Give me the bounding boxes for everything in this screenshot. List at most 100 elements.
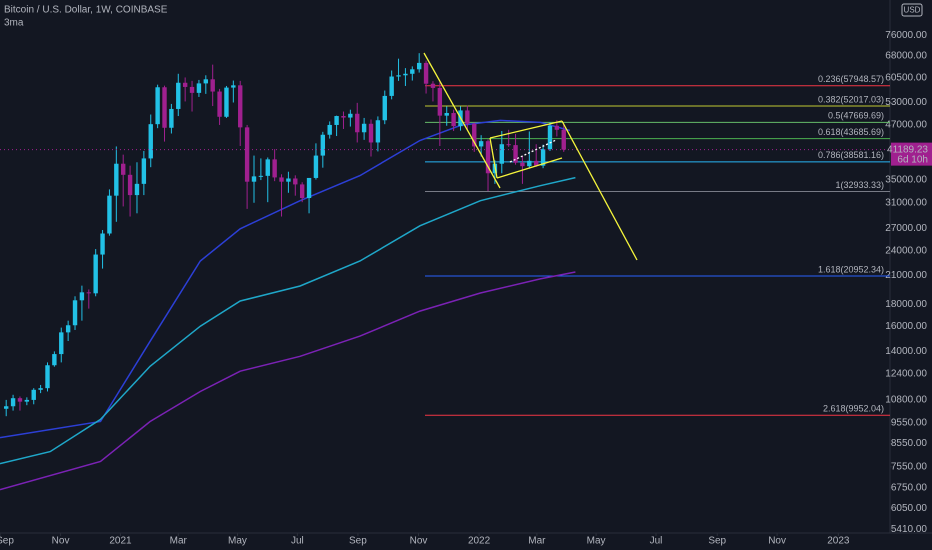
candle-body (189, 86, 195, 93)
candle-body (341, 116, 346, 118)
candle-body (251, 176, 257, 182)
channel-mid (509, 139, 557, 163)
x-tick-label: Jul (650, 536, 663, 547)
candle-body (472, 123, 477, 147)
fib-label: 0.382(52017.03) (818, 94, 884, 104)
x-tick-label: Nov (768, 536, 786, 547)
moving-average (0, 119, 571, 439)
candle-body (499, 144, 504, 164)
x-tick-label: 2023 (827, 536, 850, 547)
candle-body (203, 79, 209, 84)
candle-body (31, 389, 36, 400)
candle-body (334, 116, 339, 125)
candle-body (65, 325, 71, 333)
channel-top (489, 120, 563, 139)
candle-body (265, 159, 270, 176)
candle-body (155, 87, 160, 125)
y-tick-label: 14000.00 (885, 346, 927, 357)
moving-average (0, 176, 576, 465)
candle-body (416, 62, 422, 70)
fib-label: 0.236(57948.57) (818, 74, 884, 84)
candle-body (79, 292, 85, 301)
fib-label: 0.618(43685.69) (818, 127, 884, 137)
candle-body (320, 134, 326, 156)
marks: 76000.00 68000.00 60500.00 53000.00 47000.00… (0, 30, 927, 547)
candle-body (148, 124, 153, 159)
candle-body (410, 69, 415, 74)
y-tick-label: 24000.00 (885, 245, 927, 256)
y-tick-label: 7550.00 (891, 461, 928, 472)
channel-side (489, 137, 498, 179)
drawings (423, 52, 638, 261)
candle-body (430, 83, 436, 88)
candle-body (444, 113, 449, 116)
indicator-label: 3ma (4, 18, 24, 29)
candle-body (437, 87, 443, 116)
candle-body (169, 108, 174, 128)
candle-body (513, 145, 518, 163)
candle-body (224, 87, 229, 117)
x-tick-label: Mar (528, 536, 546, 547)
fib-label: 2.618(9952.04) (823, 404, 884, 414)
candle-body (100, 233, 105, 255)
candle-body (485, 141, 491, 174)
currency: USD (904, 6, 921, 15)
x-tick-label: Nov (52, 536, 70, 547)
candle-body (127, 174, 133, 196)
last-price-label: 41189.23 (887, 144, 928, 155)
x-tick-label: Nov (410, 536, 428, 547)
y-tick-label: 9550.00 (891, 418, 928, 429)
candle-body (423, 62, 429, 84)
x-tick-label: 2022 (468, 536, 491, 547)
y-tick-label: 68000.00 (885, 51, 927, 62)
candle-body (162, 87, 167, 128)
candle-body (478, 141, 484, 147)
x-tick-label: May (587, 536, 606, 547)
candle-body (38, 388, 43, 390)
x-tick-label: Mar (170, 536, 188, 547)
x-tick-label: Sep (708, 536, 726, 547)
candle-body (121, 163, 126, 175)
y-tick-label: 35000.00 (885, 175, 927, 186)
countdown-label: 6d 10h (897, 154, 928, 165)
candle-body (114, 163, 119, 196)
x-tick-label: 2021 (109, 536, 132, 547)
y-tick-label: 27000.00 (885, 223, 927, 234)
candle-body (141, 158, 147, 184)
candle-body (217, 91, 222, 117)
fib-label: 1(32933.33) (835, 180, 884, 190)
candle-body (506, 144, 511, 146)
x-tick-label: May (228, 536, 247, 547)
candle-body (554, 125, 560, 130)
candle-body (286, 178, 291, 182)
candle-body (547, 125, 553, 150)
candle-body (59, 332, 64, 355)
candle-body (403, 73, 408, 76)
candle-body (134, 183, 140, 196)
y-tick-label: 10800.00 (885, 395, 927, 406)
y-tick-label: 8550.00 (891, 438, 928, 449)
candle-body (313, 155, 319, 178)
y-tick-label: 31000.00 (885, 197, 927, 208)
candle-body (72, 300, 78, 326)
candle-body (93, 254, 98, 294)
candle-body (238, 85, 243, 128)
candle-body (361, 123, 367, 133)
x-tick-label: Sep (349, 536, 367, 547)
y-tick-label: 76000.00 (885, 30, 927, 41)
candle-body (348, 113, 353, 118)
trend-line (423, 52, 501, 189)
candle-body (272, 159, 277, 178)
candle-body (465, 110, 470, 124)
projection-line (561, 120, 638, 261)
channel-bottom (496, 157, 563, 179)
candle-body (3, 406, 9, 409)
moving-average (0, 271, 576, 491)
y-tick-label: 5410.00 (891, 524, 928, 535)
currency-box[interactable] (901, 3, 923, 17)
y-tick-label: 47000.00 (885, 120, 927, 131)
candle-body (527, 160, 532, 167)
candle-body (52, 354, 57, 366)
